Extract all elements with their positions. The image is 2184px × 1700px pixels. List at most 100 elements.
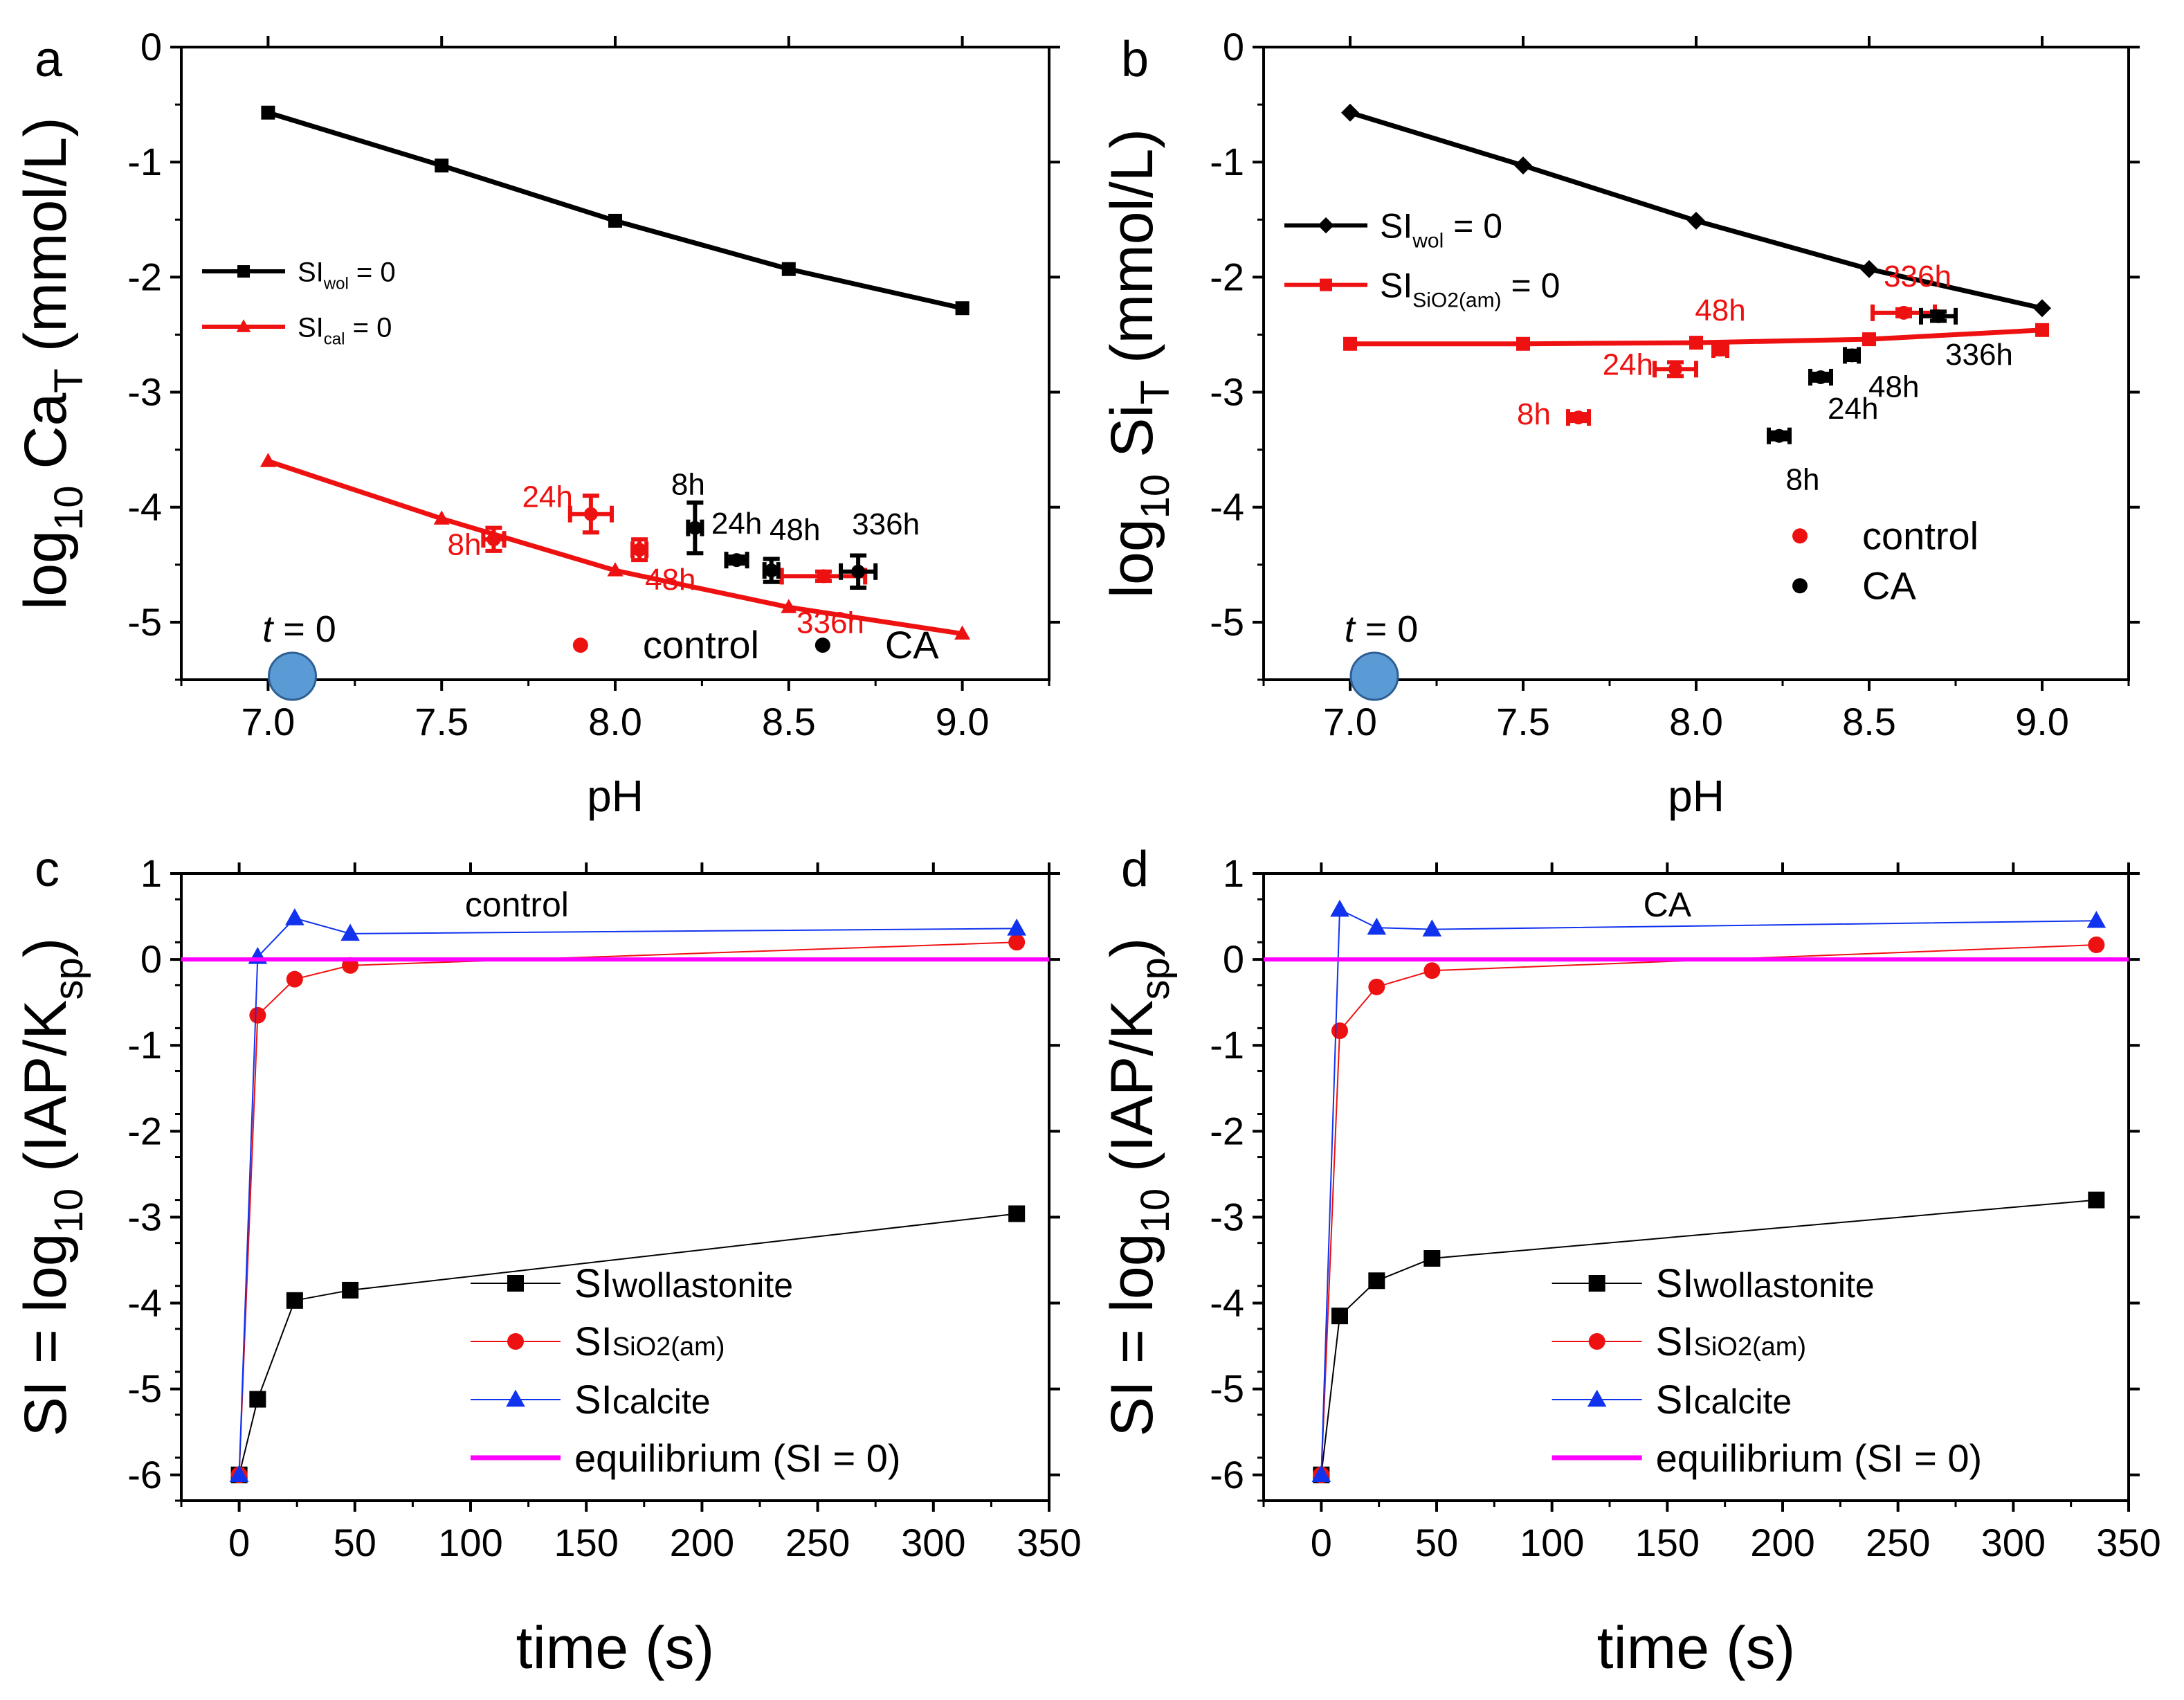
x-tick-label: 7.5 — [1496, 700, 1550, 743]
data-point — [1860, 260, 1878, 278]
y-tick-label: -4 — [127, 485, 162, 529]
group-legend-entry: control — [1792, 514, 1978, 557]
t0-rest: = 0 — [1355, 608, 1419, 650]
data-point — [1311, 1465, 1331, 1482]
legend-label-main: SI — [1656, 1319, 1694, 1364]
panel-letter: c — [35, 842, 60, 897]
group-legend-label: CA — [1862, 563, 1916, 607]
legend-marker — [236, 319, 251, 332]
point-label: 8h — [447, 527, 481, 561]
y-label-main: SI = log — [12, 1233, 79, 1436]
y-tick-label: -1 — [1210, 140, 1244, 183]
point-label: 48h — [1868, 370, 1919, 404]
data-point — [342, 1281, 359, 1299]
point-ca-24h: 24h — [711, 507, 762, 569]
point-marker — [688, 521, 702, 535]
legend-entry: SISiO2(am) — [471, 1319, 725, 1364]
point-label: 336h — [797, 606, 864, 640]
y-label-tail: ) — [12, 938, 79, 958]
plot-frame — [1262, 872, 2130, 1502]
point-marker — [764, 563, 779, 578]
point-marker — [816, 569, 830, 584]
x-tick-label: 7.5 — [415, 700, 468, 743]
x-tick-label: 150 — [554, 1521, 618, 1564]
y-axis-label: SI = log10 (IAP/Ksp) — [1099, 938, 1178, 1437]
legend-label-rest: wollastonite — [612, 1266, 793, 1305]
legend-marker — [237, 265, 250, 278]
point-marker — [851, 564, 866, 579]
legend-entry: SIcalcite — [1551, 1377, 1792, 1422]
y-tick-label: -2 — [127, 1109, 162, 1152]
y-tick-label: 0 — [1223, 25, 1244, 69]
point-label: 24h — [711, 507, 762, 541]
point-control-8h: 8h — [1517, 397, 1591, 431]
point-control-24h: 24h — [522, 480, 614, 535]
group-legend-label: control — [1862, 514, 1978, 557]
legend-marker — [1588, 1333, 1605, 1350]
legend-entry: equilibrium (SI = 0) — [1551, 1436, 1982, 1480]
legend-label: SIcalcite — [574, 1377, 711, 1422]
y-tick-label: 1 — [1223, 851, 1244, 895]
legend-label-rest: SiO2(am) — [1693, 1332, 1806, 1362]
y-label-main: log — [1099, 518, 1165, 598]
data-point — [1516, 336, 1530, 351]
point-marker — [1713, 343, 1727, 357]
panel-title: control — [465, 885, 569, 924]
legend-label: equilibrium (SI = 0) — [574, 1436, 901, 1480]
point-marker — [1931, 309, 1945, 323]
point-ca-24h: 24h — [1808, 368, 1878, 426]
y-tick-label: -4 — [1210, 1281, 1244, 1325]
data-point — [2086, 910, 2106, 928]
data-point — [1689, 336, 1703, 350]
legend-entry: SIwollastonite — [471, 1261, 793, 1306]
y-tick-label: -4 — [1210, 485, 1244, 529]
data-point — [286, 1292, 303, 1309]
data-point — [261, 105, 275, 120]
point-ca-8h: 8h — [671, 468, 705, 556]
point-label: 24h — [1828, 392, 1878, 426]
data-point — [260, 453, 276, 467]
data-point — [229, 1465, 249, 1482]
data-point — [1343, 336, 1357, 351]
x-tick-label: 9.0 — [2015, 700, 2069, 743]
point-label: 8h — [671, 468, 705, 502]
t0-marker — [1349, 651, 1399, 701]
panel-title: CA — [1644, 885, 1692, 924]
data-point — [2035, 323, 2049, 337]
point-label: 336h — [1945, 338, 2013, 372]
legend-label-rest: calcite — [1693, 1382, 1792, 1421]
point-marker — [1845, 348, 1859, 363]
x-tick-label: 7.0 — [1323, 700, 1377, 743]
group-legend-marker — [1792, 528, 1808, 544]
point-label: 24h — [1603, 347, 1653, 381]
legend-marker — [507, 1275, 524, 1292]
y-tick-label: -5 — [1210, 1367, 1244, 1411]
x-tick-label: 8.0 — [588, 700, 642, 743]
legend-label: SIwol = 0 — [298, 257, 396, 293]
legend-entry: SISiO2(am) — [1551, 1319, 1806, 1364]
legend-marker — [1588, 1275, 1605, 1292]
data-point — [285, 908, 304, 925]
x-tick-label: 250 — [785, 1521, 850, 1564]
legend-marker — [1318, 217, 1334, 234]
series-sicalcite — [1311, 899, 2106, 1482]
point-ca-48h: 48h — [1843, 347, 1919, 404]
y-tick-label: -3 — [127, 370, 162, 414]
data-point — [781, 599, 797, 613]
data-point — [1423, 1250, 1441, 1267]
data-point — [1862, 332, 1876, 347]
legend-label-tail: = 0 — [349, 257, 396, 287]
data-point — [1367, 917, 1387, 935]
y-label-tail: ) — [1099, 938, 1165, 958]
x-tick-label: 350 — [1017, 1521, 1081, 1564]
x-tick-label: 8.0 — [1669, 700, 1723, 743]
data-point — [1008, 1205, 1026, 1222]
point-ca-336h: 336h — [1919, 307, 2013, 372]
legend-label-main: SI — [1656, 1261, 1694, 1306]
point-marker — [1814, 370, 1828, 384]
point-control-336h: 336h — [1871, 260, 1951, 321]
y-label-sub: 10 — [46, 486, 91, 531]
y-label-sub: 10 — [1133, 474, 1178, 519]
x-tick-label: 300 — [901, 1521, 965, 1564]
x-tick-label: 250 — [1866, 1521, 1930, 1564]
